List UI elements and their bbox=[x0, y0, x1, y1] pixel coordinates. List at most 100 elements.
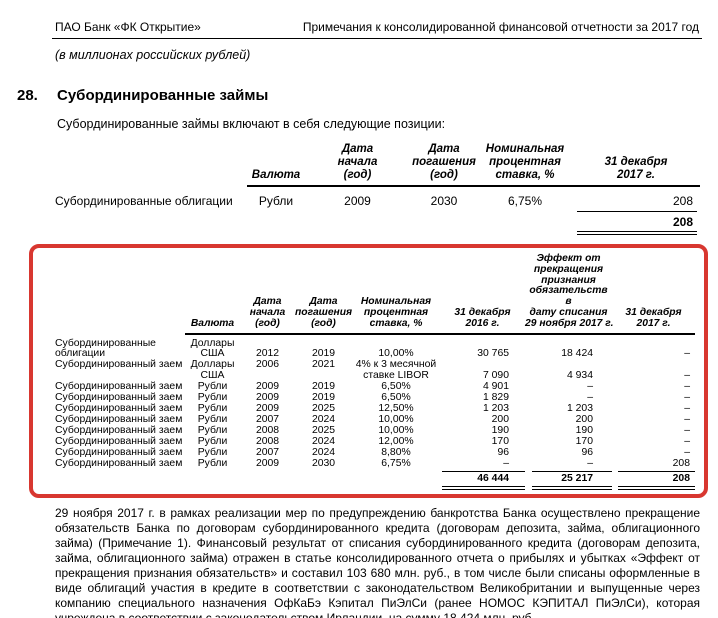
cell-rate: 4% к 3 месячной ставке LIBOR bbox=[355, 359, 437, 382]
cell-maturity-year: 2030 bbox=[311, 457, 336, 469]
cell-start-year: 2009 bbox=[344, 194, 371, 208]
cell-currency: Рубли bbox=[258, 194, 294, 208]
cell-start-year: 2007 bbox=[255, 413, 280, 425]
table-row: Субординированный заем Рубли 2007 2024 8… bbox=[55, 446, 695, 459]
cell-currency: Доллары США bbox=[190, 359, 235, 382]
cell-31-dec-2017: – bbox=[684, 435, 690, 447]
currency-units-note: (в миллионах российских рублей) bbox=[55, 48, 251, 62]
cell-label: Субординированные облигации bbox=[55, 194, 233, 208]
cell-start-year: 2008 bbox=[255, 435, 280, 447]
cell-label: Субординированный заем bbox=[55, 435, 183, 447]
cell-rate: 6,75% bbox=[507, 194, 543, 208]
cell-31-dec-2016: 30 765 bbox=[477, 348, 509, 360]
cell-maturity-year: 2025 bbox=[311, 424, 336, 436]
cell-effect: 200 bbox=[575, 413, 593, 425]
cell-31-dec-2017: – bbox=[684, 424, 690, 436]
cell-31-dec-2017: 208 bbox=[672, 194, 693, 208]
cell-effect: 1 203 bbox=[566, 403, 593, 415]
highlight-box: Валюта Дата начала (год) Дата погашения … bbox=[29, 244, 708, 499]
cell-31-dec-2017: – bbox=[684, 392, 690, 404]
table-row: Субординированный заем Рубли 2009 2030 6… bbox=[55, 457, 695, 470]
cell-rate: 10,00% bbox=[378, 348, 414, 360]
page-header: ПАО Банк «ФК Открытие» Примечания к конс… bbox=[52, 20, 702, 39]
cell-effect: 18 424 bbox=[561, 348, 593, 360]
footnote-paragraph: 29 ноября 2017 г. в рамках реализации ме… bbox=[55, 506, 700, 618]
cell-31-dec-2016: 200 bbox=[491, 413, 509, 425]
section-number: 28. bbox=[17, 87, 38, 104]
cell-label: Субординированный заем bbox=[55, 446, 183, 458]
cell-31-dec-2016: 1 203 bbox=[482, 403, 509, 415]
table-row: Субординированный заем Рубли 2008 2024 1… bbox=[55, 435, 695, 448]
cell-31-dec-2016: 170 bbox=[491, 435, 509, 447]
table-header-row: Валюта Дата начала (год) Дата погашения … bbox=[55, 253, 695, 335]
cell-currency: Рубли bbox=[197, 392, 228, 404]
header-currency: Валюта bbox=[185, 254, 240, 335]
cell-label: Субординированные облигации bbox=[55, 337, 156, 360]
cell-currency: Рубли bbox=[197, 413, 228, 425]
header-nominal-rate: Номинальная процентная ставка, % bbox=[478, 143, 572, 187]
cell-maturity-year: 2024 bbox=[311, 435, 336, 447]
cell-31-dec-2017: – bbox=[684, 348, 690, 360]
header-start-year: Дата начала (год) bbox=[305, 143, 410, 187]
cell-effect: – bbox=[587, 381, 593, 393]
cell-label: Субординированный заем bbox=[55, 457, 183, 469]
table-row: Субординированный заем Рубли 2009 2025 1… bbox=[55, 403, 695, 415]
header-maturity-year: Дата погашения (год) bbox=[295, 254, 352, 335]
cell-start-year: 2008 bbox=[255, 424, 280, 436]
cell-effect: – bbox=[587, 392, 593, 404]
header-31-dec-2017: 31 декабря 2017 г. bbox=[572, 143, 700, 187]
cell-effect: 96 bbox=[581, 446, 593, 458]
cell-31-dec-2016: 190 bbox=[491, 424, 509, 436]
total-effect: 25 217 bbox=[525, 469, 612, 491]
cell-maturity-year: 2019 bbox=[311, 381, 336, 393]
table-header-row: Валюта Дата начала (год) Дата погашения … bbox=[55, 143, 700, 187]
cell-label: Субординированный заем bbox=[55, 359, 183, 371]
cell-start-year: 2009 bbox=[255, 381, 280, 393]
cell-currency: Рубли bbox=[197, 446, 228, 458]
report-title: Примечания к консолидированной финансово… bbox=[302, 20, 699, 34]
table-row: Субординированные облигации Рубли 2009 2… bbox=[55, 186, 700, 208]
table-row: Субординированный заем Рубли 2007 2024 1… bbox=[55, 413, 695, 426]
cell-rate: 10,00% bbox=[378, 413, 414, 425]
cell-31-dec-2016: 1 829 bbox=[482, 392, 509, 404]
cell-start-year: 2009 bbox=[255, 457, 280, 469]
cell-31-dec-2017: – bbox=[684, 381, 690, 393]
cell-31-dec-2016: 7 090 bbox=[482, 370, 509, 382]
cell-start-year: 2006 bbox=[255, 359, 280, 371]
table-row: Субординированные облигации Доллары США … bbox=[55, 334, 695, 361]
cell-label: Субординированный заем bbox=[55, 403, 183, 415]
cell-start-year: 2009 bbox=[255, 403, 280, 415]
cell-31-dec-2017: – bbox=[684, 446, 690, 458]
cell-maturity-year: 2019 bbox=[311, 392, 336, 404]
total-31-dec-2017: 208 bbox=[572, 208, 700, 235]
table-total-row: 46 444 25 217 208 bbox=[55, 469, 695, 491]
total-31-dec-2016: 46 444 bbox=[440, 469, 525, 491]
header-31-dec-2017: 31 декабря 2017 г. bbox=[612, 254, 695, 335]
cell-maturity-year: 2024 bbox=[311, 446, 336, 458]
section-heading: 28. Субординированные займы bbox=[17, 87, 718, 104]
table-row: Субординированный заем Рубли 2009 2019 6… bbox=[55, 381, 695, 393]
intro-text: Субординированные займы включают в себя … bbox=[57, 117, 446, 131]
cell-31-dec-2017: 208 bbox=[672, 457, 690, 469]
subordinated-loans-summary-table: Валюта Дата начала (год) Дата погашения … bbox=[55, 143, 700, 235]
cell-currency: Рубли bbox=[197, 424, 228, 436]
bank-name: ПАО Банк «ФК Открытие» bbox=[55, 20, 201, 34]
section-title: Субординированные займы bbox=[57, 87, 269, 104]
header-currency: Валюта bbox=[247, 143, 305, 187]
header-empty bbox=[55, 143, 247, 186]
cell-maturity-year: 2025 bbox=[311, 403, 336, 415]
subordinated-loans-detail-table: Валюта Дата начала (год) Дата погашения … bbox=[55, 253, 695, 491]
header-empty bbox=[55, 254, 185, 334]
cell-label: Субординированный заем bbox=[55, 413, 183, 425]
cell-currency: Доллары США bbox=[190, 337, 235, 360]
cell-31-dec-2016: – bbox=[503, 457, 509, 469]
cell-31-dec-2016: 96 bbox=[497, 446, 509, 458]
cell-effect: – bbox=[587, 457, 593, 469]
cell-start-year: 2009 bbox=[255, 392, 280, 404]
table-total-row: 208 bbox=[55, 208, 700, 235]
cell-31-dec-2017: – bbox=[684, 403, 690, 415]
cell-effect: 170 bbox=[575, 435, 593, 447]
header-31-dec-2016: 31 декабря 2016 г. bbox=[440, 254, 525, 335]
cell-31-dec-2017: – bbox=[684, 370, 690, 382]
cell-rate: 6,50% bbox=[381, 392, 411, 404]
